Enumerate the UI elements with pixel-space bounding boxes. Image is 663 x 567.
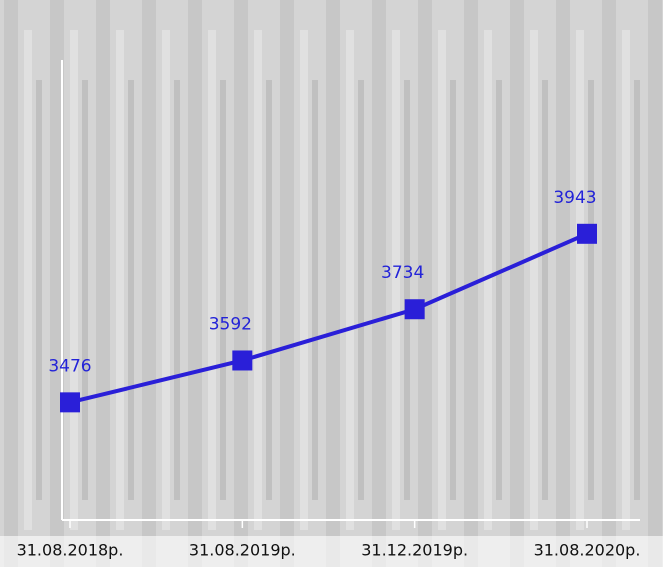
x-tick-label: 31.08.2019р.: [189, 541, 296, 560]
marker: [60, 392, 80, 413]
data-label: 3734: [381, 263, 424, 283]
x-tick-label: 31.08.2018р.: [17, 541, 124, 560]
x-tick-label: 31.08.2020р.: [534, 541, 641, 560]
marker: [404, 299, 425, 320]
label-strip: [0, 536, 663, 567]
marker: [577, 223, 597, 244]
data-label: 3592: [209, 314, 252, 334]
data-label: 3943: [553, 188, 596, 208]
x-tick-label: 31.12.2019р.: [361, 541, 468, 560]
data-label: 3476: [48, 356, 91, 376]
series-line: [69, 231, 588, 405]
marker: [232, 350, 253, 371]
